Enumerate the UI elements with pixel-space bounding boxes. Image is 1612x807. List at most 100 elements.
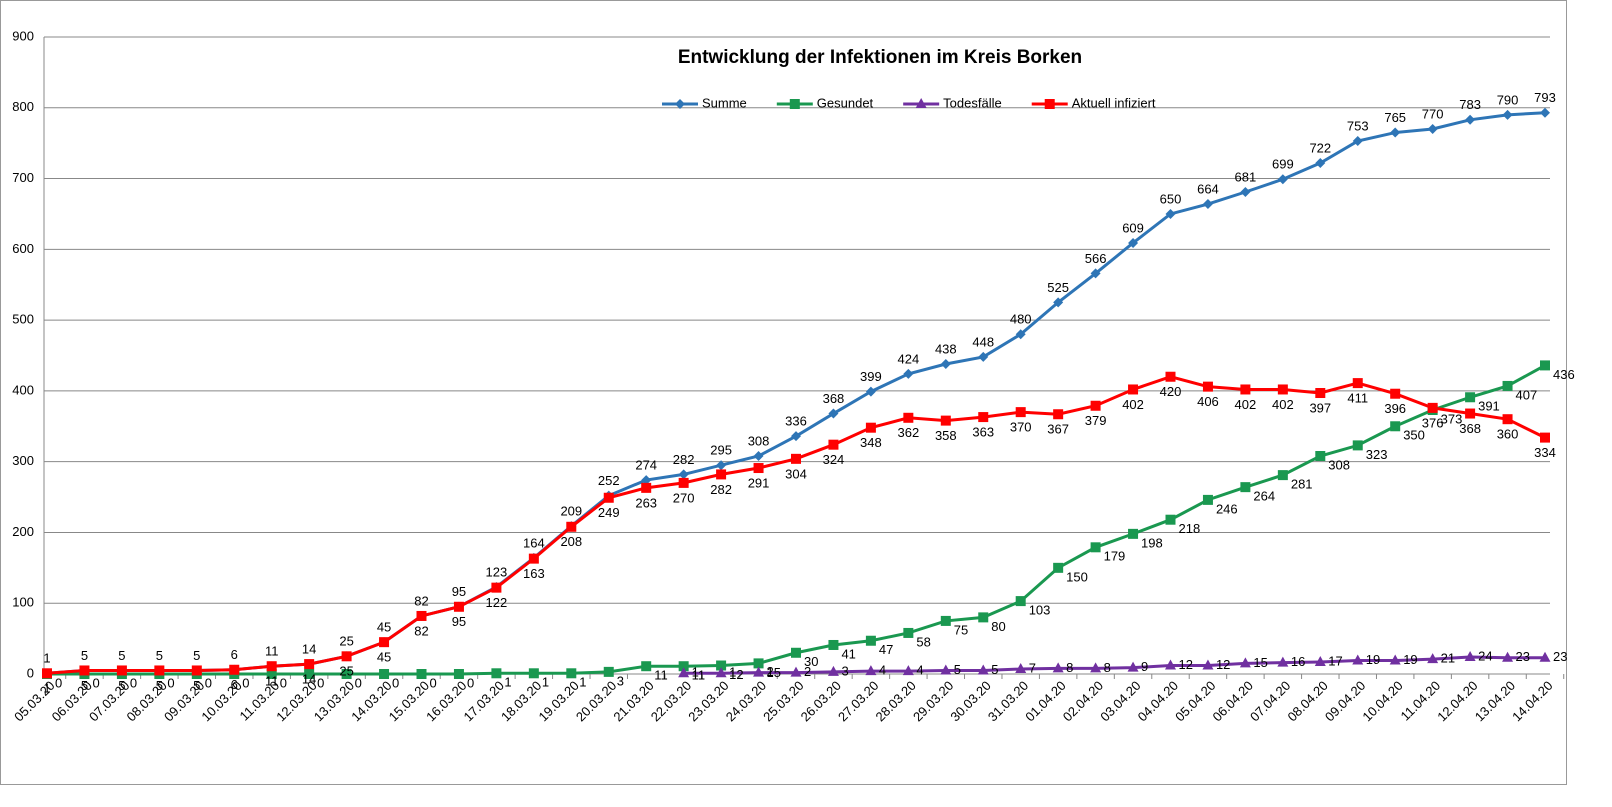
marker <box>1165 208 1176 219</box>
marker <box>453 669 464 679</box>
marker <box>154 665 165 676</box>
data-label: 397 <box>1309 400 1331 415</box>
marker <box>304 669 315 679</box>
marker <box>789 99 800 109</box>
data-label: 753 <box>1347 118 1369 133</box>
data-label: 7 <box>1029 660 1036 675</box>
marker <box>978 612 989 623</box>
data-label: 274 <box>635 458 657 473</box>
marker <box>1277 656 1289 667</box>
data-label: 82 <box>414 623 428 638</box>
data-label: 5 <box>991 662 998 677</box>
data-label: 480 <box>1010 312 1032 327</box>
marker <box>416 669 427 679</box>
marker <box>416 610 427 621</box>
data-label: 41 <box>841 646 855 661</box>
data-label: 308 <box>1328 457 1350 472</box>
data-label: 19 <box>1366 652 1380 667</box>
y-tick-label: 300 <box>12 453 34 468</box>
marker <box>1314 655 1326 666</box>
data-label: 23 <box>1516 649 1530 664</box>
marker <box>1015 663 1027 674</box>
data-label: 2 <box>767 664 774 679</box>
data-label: 218 <box>1179 521 1201 536</box>
data-label: 699 <box>1272 157 1294 172</box>
data-label: 0 <box>92 675 99 690</box>
data-label: 1 <box>729 665 736 680</box>
marker <box>1464 651 1476 662</box>
data-label: 5 <box>954 662 961 677</box>
data-label: 1 <box>542 675 549 690</box>
legend-label: Summe <box>702 95 747 110</box>
marker <box>1202 659 1214 670</box>
marker <box>266 661 277 672</box>
data-label: 436 <box>1553 367 1575 382</box>
marker <box>678 667 690 678</box>
data-label: 783 <box>1459 97 1481 112</box>
marker <box>1539 651 1551 662</box>
data-label: 324 <box>823 452 845 467</box>
data-label: 14 <box>302 642 316 657</box>
marker <box>1502 109 1513 120</box>
marker <box>603 666 614 677</box>
marker <box>566 521 577 532</box>
marker <box>1240 384 1251 395</box>
marker <box>641 475 652 486</box>
data-label: 164 <box>523 535 545 550</box>
data-label: 525 <box>1047 280 1069 295</box>
data-label: 370 <box>1010 420 1032 435</box>
data-label: 1 <box>692 665 699 680</box>
data-label: 5 <box>81 648 88 663</box>
data-label: 123 <box>486 564 508 579</box>
data-label: 263 <box>635 495 657 510</box>
marker <box>603 492 614 503</box>
marker <box>827 665 839 676</box>
data-label: 249 <box>598 505 620 520</box>
marker <box>42 668 52 679</box>
legend-label: Todesfälle <box>943 95 1002 110</box>
data-label: 295 <box>710 443 732 458</box>
marker <box>903 412 914 423</box>
marker <box>1352 654 1364 665</box>
y-tick-label: 800 <box>12 99 34 114</box>
marker <box>304 659 315 670</box>
data-label: 6 <box>231 647 238 662</box>
data-label: 0 <box>55 675 62 690</box>
y-tick-label: 200 <box>12 524 34 539</box>
data-label: 396 <box>1384 401 1406 416</box>
data-label: 5 <box>156 678 163 693</box>
data-label: 350 <box>1403 428 1425 443</box>
data-label: 24 <box>1478 648 1492 663</box>
marker <box>1277 470 1288 481</box>
marker <box>1315 388 1326 399</box>
marker <box>1053 562 1064 573</box>
marker <box>753 658 764 669</box>
data-label: 0 <box>130 675 137 690</box>
data-label: 3 <box>617 673 624 688</box>
marker <box>1128 237 1139 248</box>
data-label: 368 <box>1459 421 1481 436</box>
data-label: 4 <box>879 663 886 678</box>
data-label: 391 <box>1478 399 1500 414</box>
data-label: 45 <box>377 620 391 635</box>
y-tick-label: 700 <box>12 170 34 185</box>
marker <box>940 358 951 369</box>
data-label: 282 <box>673 452 695 467</box>
marker <box>1315 157 1326 168</box>
data-label: 664 <box>1197 181 1219 196</box>
marker <box>1128 384 1139 395</box>
data-label: 399 <box>860 369 882 384</box>
data-label: 11 <box>265 644 279 659</box>
marker <box>1540 107 1550 118</box>
data-label: 179 <box>1104 549 1126 564</box>
data-label: 379 <box>1085 413 1107 428</box>
data-label: 5 <box>81 678 88 693</box>
marker <box>865 665 877 676</box>
marker <box>865 422 876 433</box>
marker <box>1277 384 1288 395</box>
marker <box>1315 451 1326 462</box>
marker <box>453 601 464 612</box>
y-tick-label: 0 <box>27 665 34 680</box>
data-label: 0 <box>205 675 212 690</box>
